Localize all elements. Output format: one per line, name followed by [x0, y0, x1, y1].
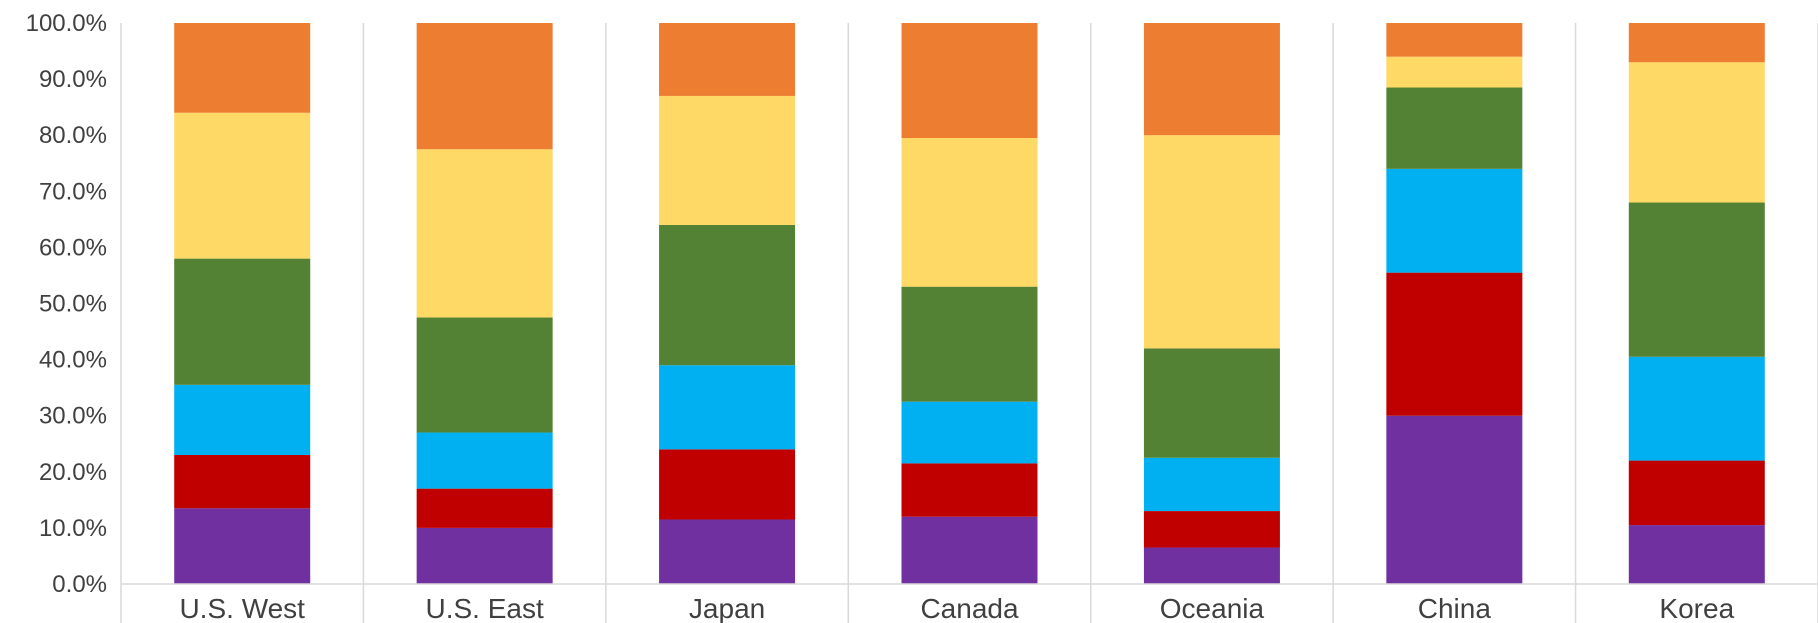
bar-segment [416, 527, 553, 584]
bar-segment [1628, 23, 1765, 63]
bar-segment [901, 463, 1038, 517]
bar-segment [174, 258, 311, 385]
y-tick-label: 30.0% [39, 403, 107, 430]
bar-segment [1628, 525, 1765, 584]
bar-segment [1386, 415, 1523, 584]
bar-segment [1628, 356, 1765, 461]
y-tick-label: 80.0% [39, 122, 107, 149]
y-axis: 0.0% 10.0% 20.0% 30.0% 40.0% 50.0% 60.0% 70.0% 8… [26, 10, 107, 598]
x-tick-label: Canada [920, 593, 1019, 623]
x-axis: U.S. West U.S. East Japan Canada Oceania Chin… [179, 593, 1734, 623]
bar-segment [1143, 511, 1280, 548]
bar-segment [1386, 87, 1523, 169]
bar-stack [1628, 23, 1765, 584]
bar-segment [1386, 272, 1523, 416]
bar-segment [659, 449, 796, 520]
y-tick-label: 50.0% [39, 291, 107, 318]
bar-segment [1386, 23, 1523, 57]
bar-segment [174, 384, 311, 455]
category-separators [120, 23, 1818, 623]
bar-segment [659, 23, 796, 96]
bar-stack [1386, 23, 1523, 584]
bar-segment [1143, 135, 1280, 349]
bar-segment [416, 488, 553, 528]
y-tick-label: 40.0% [39, 347, 107, 374]
bar-segment [901, 401, 1038, 464]
bar-segment [1628, 202, 1765, 357]
bar-segment [174, 112, 311, 259]
bar-segment [416, 149, 553, 318]
bar-stack [416, 23, 553, 584]
bar-segment [659, 95, 796, 225]
bar-stack [901, 23, 1038, 584]
bar-segment [1628, 62, 1765, 203]
bar-segment [174, 508, 311, 584]
bar-segment [416, 317, 553, 433]
x-tick-label: Korea [1659, 593, 1734, 623]
bar-segment [1143, 457, 1280, 512]
bar-segment [174, 454, 311, 509]
bar-segment [659, 519, 796, 584]
x-tick-label: U.S. West [179, 593, 305, 623]
y-tick-label: 60.0% [39, 234, 107, 261]
y-tick-label: 70.0% [39, 178, 107, 205]
bar-stack [1143, 23, 1280, 584]
bars [174, 23, 1765, 584]
x-tick-label: Japan [689, 593, 765, 623]
y-tick-label: 100.0% [26, 10, 107, 37]
bar-segment [416, 23, 553, 150]
bar-segment [901, 286, 1038, 402]
bar-segment [901, 516, 1038, 584]
bar-segment [1143, 348, 1280, 458]
bar-segment [1143, 23, 1280, 136]
x-tick-label: Oceania [1160, 593, 1265, 623]
bar-stack [659, 23, 796, 584]
bar-segment [659, 365, 796, 450]
y-tick-label: 10.0% [39, 515, 107, 542]
bar-segment [1628, 460, 1765, 526]
y-tick-label: 0.0% [52, 571, 107, 598]
bar-segment [174, 23, 311, 113]
bar-segment [901, 23, 1038, 139]
bar-segment [1386, 168, 1523, 273]
x-tick-label: China [1418, 593, 1492, 623]
bar-segment [1143, 547, 1280, 584]
bar-segment [1386, 56, 1523, 88]
x-tick-label: U.S. East [426, 593, 544, 623]
y-tick-label: 20.0% [39, 459, 107, 486]
bar-segment [659, 224, 796, 366]
bar-segment [901, 138, 1038, 287]
bar-segment [416, 432, 553, 489]
y-tick-label: 90.0% [39, 66, 107, 93]
bar-stack [174, 23, 311, 584]
